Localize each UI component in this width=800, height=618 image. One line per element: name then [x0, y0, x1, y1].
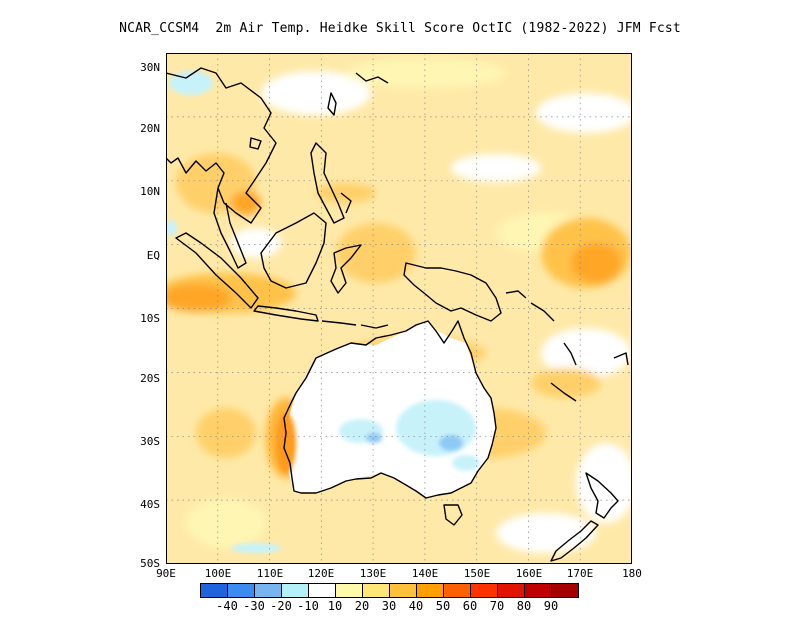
legend-swatch	[470, 583, 498, 598]
legend-label: 80	[516, 599, 532, 613]
legend-label: 40	[408, 599, 424, 613]
map-canvas	[166, 53, 632, 564]
legend-swatch	[362, 583, 390, 598]
coastlines	[166, 67, 629, 562]
lon-label-160e: 160E	[515, 567, 543, 580]
legend-swatch	[443, 583, 471, 598]
lon-label-100e: 100E	[204, 567, 232, 580]
legend-label: 20	[354, 599, 370, 613]
lat-label-10n: 10N	[140, 185, 160, 198]
skill-field-shading	[166, 58, 632, 553]
legend-label: -40	[216, 599, 238, 613]
lat-label-20s: 20S	[140, 372, 160, 385]
lon-label-130e: 130E	[359, 567, 387, 580]
legend-label: 60	[462, 599, 478, 613]
legend-swatch	[200, 583, 228, 598]
lat-label-20n: 20N	[140, 122, 160, 135]
legend-swatch	[254, 583, 282, 598]
lon-label-120e: 120E	[307, 567, 335, 580]
legend-swatch	[524, 583, 552, 598]
legend-label: 50	[435, 599, 451, 613]
legend-swatch	[281, 583, 309, 598]
legend-label: 10	[327, 599, 343, 613]
legend-swatch	[227, 583, 255, 598]
australia-interior-shading	[284, 321, 496, 498]
skill-score-map	[166, 53, 632, 564]
lat-label-eq: EQ	[146, 249, 160, 262]
lon-label-140e: 140E	[411, 567, 439, 580]
legend-label: -10	[297, 599, 319, 613]
gridlines	[166, 53, 632, 564]
lat-label-30n: 30N	[140, 61, 160, 74]
legend-label: 30	[381, 599, 397, 613]
lat-label-50s: 50S	[140, 557, 160, 570]
lon-label-170e: 170E	[566, 567, 594, 580]
legend-swatch	[551, 583, 579, 598]
legend-label: -30	[243, 599, 265, 613]
lon-label-150e: 150E	[463, 567, 491, 580]
color-legend	[200, 583, 579, 598]
lat-label-10s: 10S	[140, 312, 160, 325]
lon-label-180: 180	[622, 567, 642, 580]
legend-label: 70	[489, 599, 505, 613]
legend-label: 90	[543, 599, 559, 613]
map-title: NCAR_CCSM4 2m Air Temp. Heidke Skill Sco…	[119, 21, 681, 36]
legend-swatch	[416, 583, 444, 598]
legend-swatch	[335, 583, 363, 598]
lat-label-40s: 40S	[140, 498, 160, 511]
legend-label: -20	[270, 599, 292, 613]
lat-label-30s: 30S	[140, 435, 160, 448]
legend-swatch	[308, 583, 336, 598]
legend-swatch	[389, 583, 417, 598]
sw-warm-anomaly	[276, 413, 296, 473]
legend-swatch	[497, 583, 525, 598]
map-frame	[166, 53, 632, 564]
lon-label-110e: 110E	[256, 567, 284, 580]
lon-label-90e: 90E	[156, 567, 176, 580]
